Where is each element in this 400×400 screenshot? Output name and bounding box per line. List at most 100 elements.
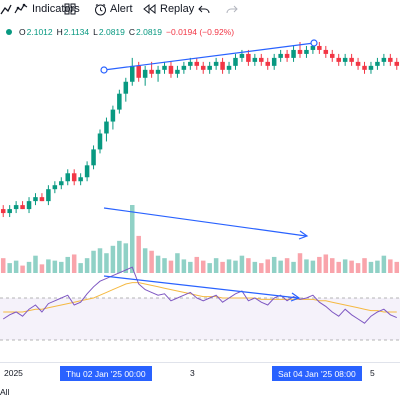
candle-body <box>342 57 348 62</box>
replay-button[interactable]: Replay <box>142 0 194 18</box>
candle-body <box>330 53 335 58</box>
candle-body <box>26 201 32 210</box>
alert-label: Alert <box>110 3 133 15</box>
volume-bar <box>168 260 174 273</box>
redo-icon <box>226 3 238 15</box>
volume-bar <box>7 263 12 273</box>
range-all-button[interactable]: All <box>0 387 10 397</box>
alert-button[interactable]: Alert <box>94 0 133 18</box>
volume-bar <box>310 260 316 273</box>
time-tick-label: 5 <box>370 368 375 378</box>
volume-bar <box>233 260 238 273</box>
candle-body <box>65 173 70 182</box>
chart-type-button[interactable] <box>0 0 12 18</box>
candle-body <box>239 53 245 58</box>
undo-button[interactable] <box>198 0 210 18</box>
candle-body <box>20 205 25 210</box>
candle-body <box>59 181 64 186</box>
volume-bar <box>194 256 200 273</box>
candle-body <box>388 57 393 62</box>
candle-body <box>368 65 374 70</box>
volume-bar <box>207 263 212 273</box>
candle-body <box>394 61 400 66</box>
volume-bar <box>33 255 38 273</box>
volume-bar <box>181 259 187 273</box>
volume-bar <box>26 261 32 273</box>
layout-button[interactable] <box>64 0 76 18</box>
arrowhead <box>298 230 309 240</box>
candle-body <box>278 53 283 58</box>
candle-body <box>226 65 232 70</box>
time-axis[interactable]: 2025 Thu 02 Jan '25 00:00 3 Sat 04 Jan '… <box>0 362 400 385</box>
candle-body <box>375 61 380 66</box>
candle-body <box>78 177 83 182</box>
candle-body <box>97 133 103 150</box>
candle-body <box>284 53 290 58</box>
volume-bar <box>149 250 154 273</box>
volume-bar <box>200 260 206 273</box>
volume-bar <box>39 264 45 273</box>
replay-label: Replay <box>160 3 195 15</box>
volume-bar <box>84 258 90 273</box>
candle-body <box>200 65 206 70</box>
open-key: O <box>19 27 26 37</box>
top-toolbar: Indicators Alert Replay <box>0 0 400 20</box>
volume-bar <box>375 260 380 273</box>
chart-type-icon <box>0 2 12 16</box>
volume-bar <box>317 256 322 273</box>
candle-body <box>117 93 122 110</box>
redo-button[interactable] <box>226 0 238 18</box>
candle-body <box>220 61 225 70</box>
candle-body <box>123 81 129 94</box>
volume-bar <box>71 254 77 273</box>
candle-body <box>46 189 51 202</box>
candle-body <box>304 49 309 54</box>
candle-body <box>71 173 77 182</box>
candle-body <box>39 197 45 202</box>
high-value: 2.1134 <box>63 27 90 37</box>
candle-body <box>33 197 38 202</box>
candle-body <box>84 165 90 178</box>
volume-bar <box>46 259 51 273</box>
volume-bar <box>265 259 270 273</box>
rsi-band <box>0 298 400 340</box>
volume-bar <box>65 256 70 273</box>
high-key: H <box>56 27 63 37</box>
volume-bar <box>355 263 361 273</box>
volume-bar <box>349 260 354 273</box>
volume-bar <box>381 255 387 273</box>
indicators-icon <box>14 2 28 16</box>
low-value: 2.0819 <box>98 27 125 37</box>
bottom-bar: All <box>0 384 400 400</box>
candle-body <box>7 209 12 214</box>
candle-body <box>91 149 96 166</box>
replay-icon <box>142 3 156 15</box>
time-tick-label: 3 <box>190 368 195 378</box>
trendline-handle <box>100 66 108 74</box>
candle-body <box>297 49 303 54</box>
volume-bar <box>0 258 6 273</box>
volume-bar <box>362 258 367 273</box>
volume-bar <box>394 261 400 273</box>
candle-body <box>271 57 277 66</box>
indicators-button[interactable]: Indicators <box>14 0 80 18</box>
candle-body <box>110 109 116 122</box>
candle-body <box>259 57 264 62</box>
volume-bar <box>388 259 393 273</box>
volume-bar <box>342 259 348 273</box>
candle-body <box>381 57 387 62</box>
indicators-label: Indicators <box>32 3 80 15</box>
volume-bar <box>284 258 290 273</box>
volume-bar <box>220 261 225 273</box>
rsi-line <box>2 266 397 324</box>
volume-bar <box>142 248 148 273</box>
candle-body <box>252 57 258 62</box>
volume-bar <box>226 259 232 273</box>
open-value: 2.1012 <box>26 27 53 37</box>
volume-bar <box>117 240 122 273</box>
volume-bar <box>78 263 83 273</box>
candle-body <box>233 57 238 66</box>
volume-bar <box>110 245 116 273</box>
candle-body <box>213 61 219 66</box>
